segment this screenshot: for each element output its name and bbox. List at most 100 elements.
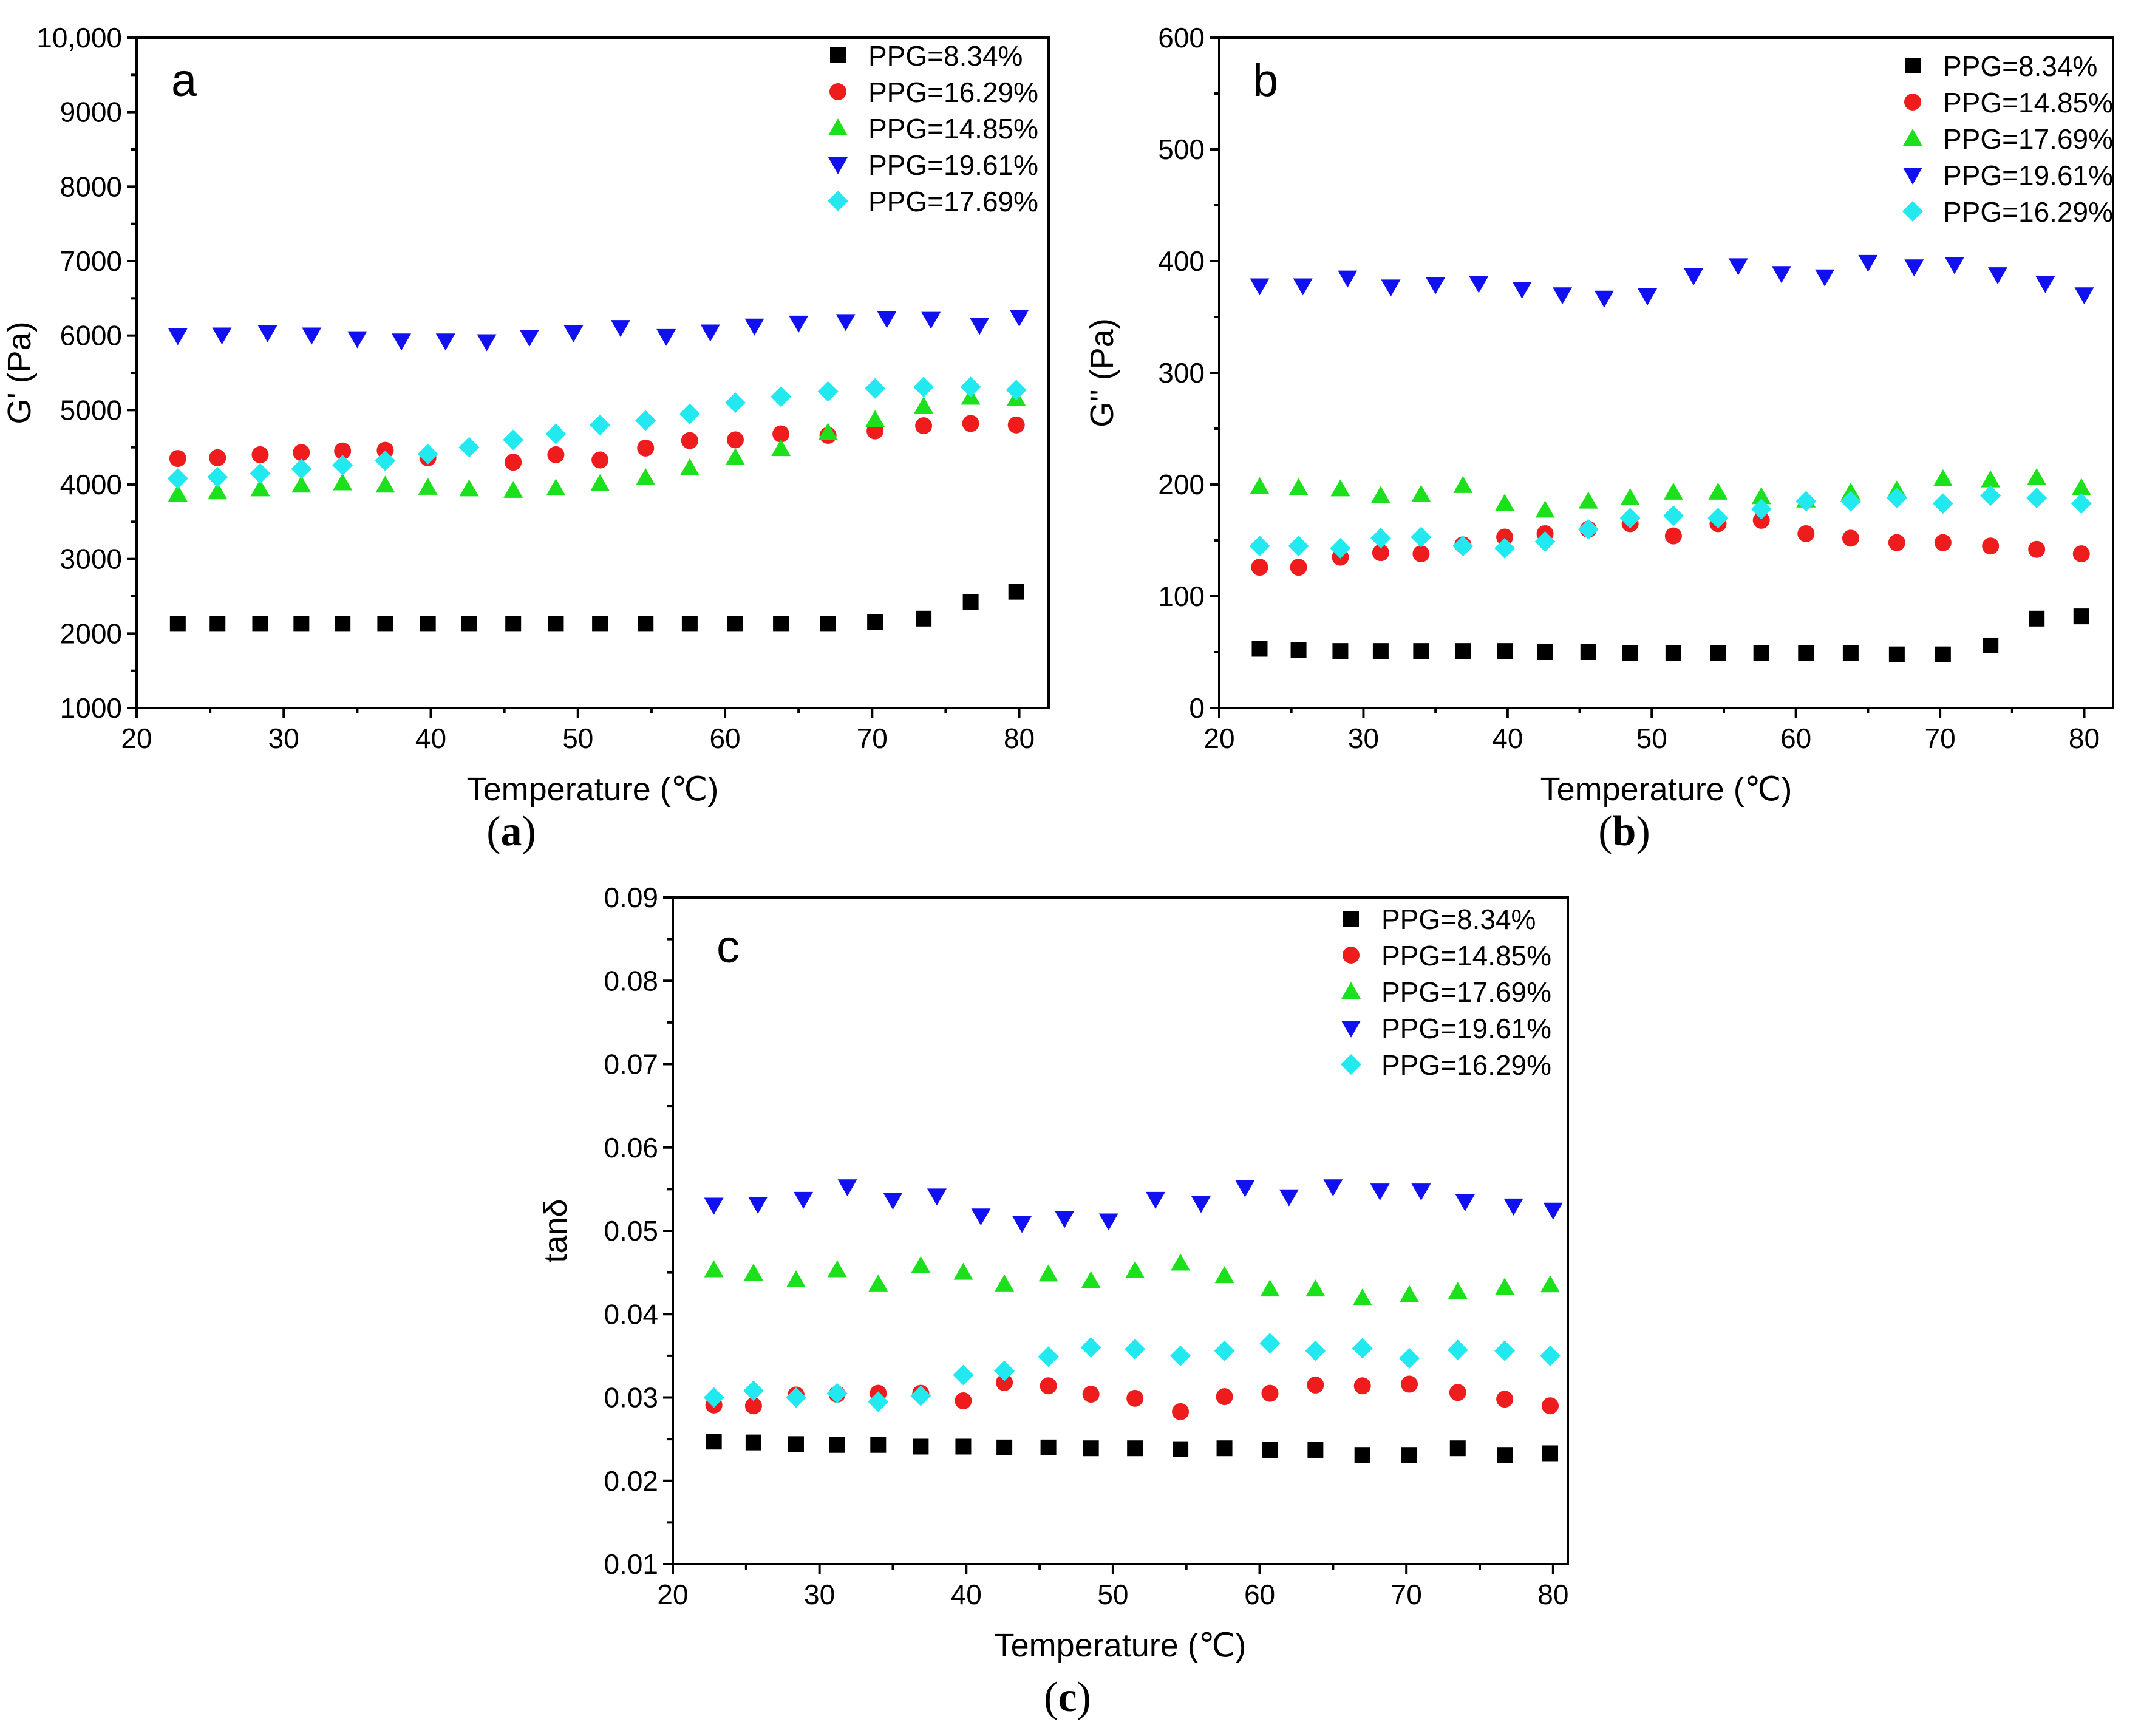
data-point (1372, 643, 1389, 659)
x-tick-label: 30 (1348, 723, 1379, 754)
series-PPG=16.29% (1249, 485, 2092, 559)
data-point (1008, 584, 1024, 600)
data-point (592, 616, 608, 632)
data-point (704, 1260, 724, 1278)
data-point (420, 616, 436, 632)
data-point (1305, 1279, 1326, 1297)
x-tick-label: 40 (951, 1579, 982, 1610)
x-tick-label: 80 (1537, 1579, 1568, 1610)
data-point (1411, 526, 1432, 548)
data-point (1012, 1216, 1032, 1233)
data-point (1888, 534, 1905, 551)
data-point (1663, 505, 1684, 526)
data-point (2027, 468, 2047, 485)
data-point (1496, 1391, 1514, 1408)
caption-paren-close: ) (1077, 1674, 1091, 1721)
data-point (911, 1256, 931, 1273)
x-tick-label: 50 (562, 723, 593, 754)
data-point (700, 324, 720, 342)
data-point (167, 468, 188, 489)
y-axis-title: G' (Pa) (1, 321, 38, 424)
data-point (1988, 267, 2008, 285)
data-point (503, 480, 523, 498)
data-point (679, 403, 700, 424)
data-point (251, 446, 269, 463)
data-point (1886, 488, 1907, 509)
data-point (1664, 527, 1682, 545)
data-point (332, 455, 353, 476)
x-tick-label: 30 (268, 723, 299, 754)
data-point (744, 318, 764, 336)
data-point (867, 614, 883, 630)
legend: PPG=8.34% PPG=16.29% PPG=14.85% PPG=19.61% P… (828, 40, 1038, 217)
data-point (827, 1260, 847, 1278)
data-point (208, 482, 228, 500)
x-tick-label: 20 (657, 1579, 688, 1610)
legend: PPG=8.34% PPG=14.85% PPG=17.69% PPG=19.61% P… (1902, 50, 2113, 228)
data-point (1904, 259, 1924, 277)
data-point (1330, 537, 1351, 559)
series-PPG=19.61% (704, 1179, 1563, 1233)
data-point (1214, 1266, 1234, 1284)
data-point (1798, 645, 1814, 661)
legend-label: PPG=16.29% (1381, 1049, 1551, 1081)
data-point (865, 410, 885, 427)
data-point (1751, 487, 1771, 505)
data-point (1751, 499, 1772, 520)
x-tick-label: 60 (1244, 1579, 1275, 1610)
series-PPG=17.69% (167, 376, 1027, 489)
data-point (1352, 1288, 1372, 1306)
chart-panel-b: 20 30 40 50 60 70 80 0 100 200 300 400 500 600 Tempera… (1084, 22, 2114, 855)
data-point (914, 397, 934, 414)
data-point (252, 616, 268, 632)
data-point (1771, 266, 1791, 284)
data-point (590, 474, 610, 491)
data-point (291, 458, 312, 480)
data-point (1214, 1340, 1235, 1361)
data-point (1619, 508, 1641, 529)
panel-caption: (a) (486, 808, 536, 855)
data-point (1980, 485, 2001, 506)
data-point (1494, 537, 1516, 559)
data-point (376, 441, 394, 459)
data-point (915, 417, 933, 435)
legend-marker (1341, 1021, 1361, 1038)
y-tick-label: 2000 (60, 618, 122, 649)
data-point (1753, 645, 1769, 661)
y-tick-label: 0.09 (604, 882, 658, 913)
y-tick-label: 3000 (60, 543, 122, 575)
x-tick-label: 80 (1004, 723, 1035, 754)
panel-caption: (b) (1598, 808, 1650, 855)
x-tick-label: 30 (804, 1579, 835, 1610)
data-point (1426, 277, 1446, 294)
data-point (2029, 610, 2045, 627)
y-tick-label: 600 (1158, 22, 1205, 53)
x-tick-label: 50 (1097, 1579, 1128, 1610)
data-point (291, 475, 311, 493)
data-point (1323, 1179, 1343, 1197)
data-point (1665, 645, 1681, 661)
data-point (459, 479, 479, 497)
data-point (748, 1197, 768, 1214)
data-point (1279, 1189, 1299, 1207)
data-point (1216, 1440, 1233, 1457)
data-point (1453, 475, 1473, 493)
data-point (1006, 380, 1027, 401)
data-point (1594, 290, 1614, 308)
legend-label: PPG=14.85% (868, 113, 1038, 145)
data-point (921, 311, 941, 329)
data-point (2035, 276, 2055, 293)
data-point (293, 444, 310, 461)
data-point (836, 314, 856, 332)
data-point (681, 616, 698, 632)
legend-label: PPG=17.69% (868, 186, 1038, 217)
data-point (1411, 485, 1431, 502)
data-point (1797, 525, 1815, 542)
data-point (1260, 1279, 1280, 1297)
data-point (546, 478, 566, 496)
data-point (1288, 478, 1309, 495)
data-point (727, 616, 743, 632)
data-point (1126, 1389, 1144, 1407)
data-point (1842, 645, 1859, 661)
data-point (1007, 416, 1025, 434)
